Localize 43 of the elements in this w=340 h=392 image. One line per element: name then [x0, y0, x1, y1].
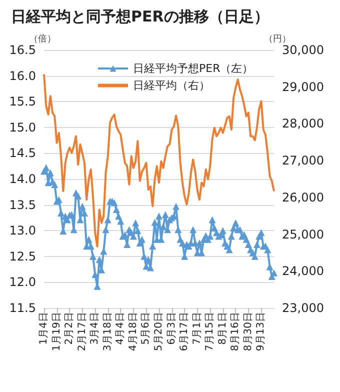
- y2-tick-label: 24,000: [282, 264, 324, 278]
- legend-label: 日経平均（右）: [133, 79, 210, 92]
- y-tick-label: 13.5: [9, 198, 36, 212]
- x-tick-label: 4月4日: [115, 312, 126, 345]
- y-tick-label: 13.0: [9, 224, 36, 238]
- y-tick-label: 16.5: [9, 43, 36, 57]
- x-tick-label: 2月2日: [64, 312, 76, 345]
- y2-tick-label: 25,000: [282, 227, 324, 242]
- y2-tick-label: 27,000: [282, 154, 324, 168]
- x-tick-label: 7月15日: [204, 312, 216, 352]
- x-tick-label: 7月1日: [192, 312, 203, 345]
- x-tick-label: 5月6日: [140, 312, 152, 345]
- x-tick-label: 4月18日: [128, 312, 139, 352]
- x-tick-label: 9月13日: [256, 312, 267, 352]
- y2-tick-label: 29,000: [282, 80, 324, 94]
- y2-tick-label: 26,000: [282, 190, 324, 204]
- x-tick-label: 8月16日: [230, 312, 242, 352]
- x-tick-label: 1月19日: [51, 312, 62, 352]
- x-tick-label: 1月4日: [38, 312, 50, 345]
- x-tick-label: 8月1日: [217, 312, 228, 345]
- x-tick-label: 6月3日: [166, 312, 178, 345]
- y2-tick-label: 28,000: [282, 116, 324, 131]
- y-tick-label: 15.5: [9, 94, 36, 109]
- x-tick-label: 3月18日: [102, 312, 114, 352]
- chart-title: 日経平均と同予想PERの推移（日足）: [11, 8, 269, 26]
- x-tick-label: 3月4日: [90, 312, 101, 345]
- y-tick-label: 14.5: [9, 146, 36, 160]
- x-tick-label: 8月30日: [242, 312, 254, 352]
- y-tick-label: 15.0: [9, 120, 36, 134]
- y-tick-label: 11.5: [9, 301, 36, 315]
- x-tick-label: 5月20日: [154, 312, 164, 352]
- y2-axis-title: （円）: [264, 34, 291, 44]
- y-axis-title: （倍）: [29, 34, 56, 44]
- x-tick-label: 6月17日: [179, 312, 190, 352]
- x-tick-label: 2月17日: [76, 312, 88, 352]
- y-tick-label: 16.0: [9, 68, 36, 83]
- y-tick-label: 12.0: [9, 275, 36, 290]
- y2-tick-label: 23,000: [282, 301, 324, 315]
- y-tick-label: 12.5: [9, 249, 36, 264]
- line-series: [43, 73, 275, 248]
- legend-label: 日経平均予想PER（左）: [133, 62, 254, 75]
- y2-tick-label: 30,000: [282, 43, 324, 57]
- y-tick-label: 14.0: [9, 172, 36, 186]
